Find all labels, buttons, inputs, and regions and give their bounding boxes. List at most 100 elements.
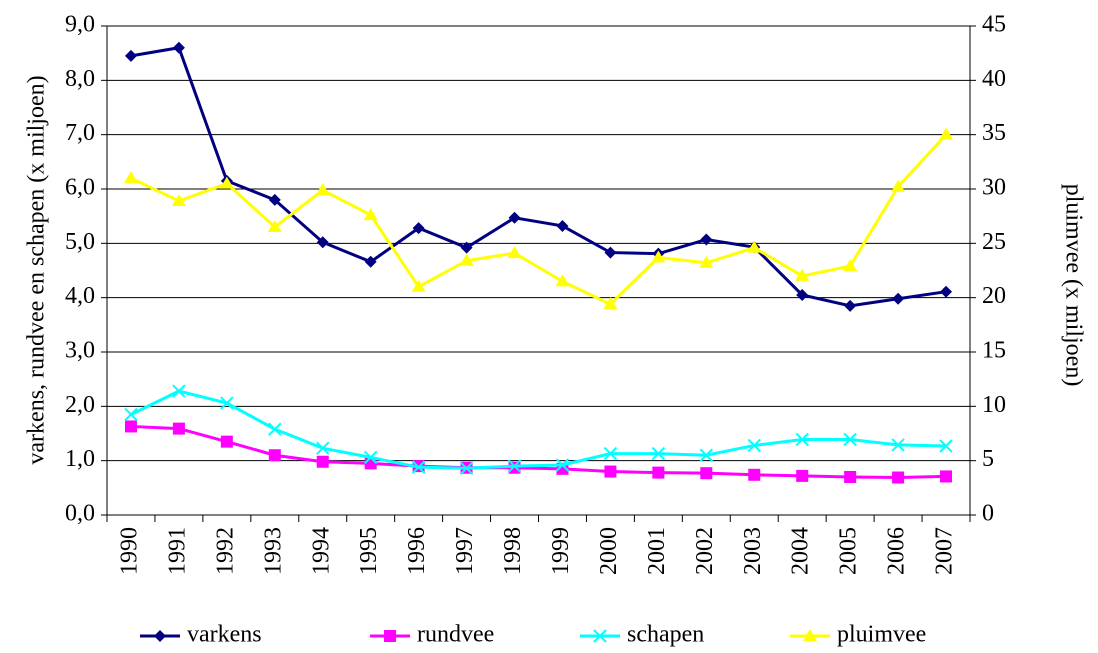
- point: [220, 396, 234, 410]
- point: [748, 468, 761, 481]
- point: [172, 41, 185, 54]
- point: [411, 279, 426, 292]
- point: [316, 455, 329, 468]
- x-tick-label: 2002: [692, 527, 718, 575]
- y2-tick-label: 20: [982, 283, 1006, 309]
- point: [459, 253, 474, 266]
- point: [364, 255, 377, 268]
- series-line: [130, 424, 947, 480]
- point: [892, 471, 905, 484]
- y2-tick-label: 25: [982, 229, 1006, 255]
- point: [507, 459, 522, 473]
- point: [604, 246, 617, 259]
- x-tick-label: 2001: [644, 527, 670, 575]
- point: [268, 422, 282, 436]
- point: [795, 268, 810, 281]
- series-line: [130, 133, 948, 306]
- point: [795, 432, 809, 447]
- y-tick-label: 0,0: [65, 501, 95, 527]
- y-tick-label: 7,0: [65, 120, 95, 146]
- x-tick-label: 2006: [884, 527, 910, 575]
- point: [124, 420, 137, 433]
- point: [124, 407, 138, 422]
- y2-tick-label: 40: [982, 66, 1006, 92]
- point: [892, 292, 905, 305]
- point: [267, 220, 282, 233]
- x-tick-label: 2004: [788, 527, 814, 575]
- x-tick-label: 1994: [308, 527, 334, 575]
- point: [172, 422, 185, 435]
- point: [507, 246, 522, 259]
- point: [316, 441, 330, 455]
- y2-tick-label: 35: [982, 120, 1006, 146]
- point: [700, 467, 713, 480]
- point: [460, 241, 473, 254]
- legend-marker: [384, 630, 396, 642]
- y2-tick-label: 30: [982, 175, 1006, 201]
- y2-axis-label: pluimvee (x miljoen): [1060, 184, 1086, 387]
- point: [651, 250, 666, 263]
- x-tick-label: 1990: [116, 527, 142, 575]
- point: [891, 179, 906, 192]
- x-tick-label: 2005: [836, 527, 862, 575]
- y-tick-label: 8,0: [65, 66, 95, 92]
- series-line: [130, 46, 947, 308]
- y2-tick-label: 15: [982, 338, 1006, 364]
- point: [603, 446, 618, 461]
- y-tick-label: 3,0: [65, 338, 95, 364]
- point: [699, 255, 714, 268]
- x-tick-label: 1996: [404, 527, 430, 575]
- point: [939, 127, 954, 140]
- point: [843, 259, 858, 272]
- point: [363, 450, 378, 465]
- x-tick-label: 2003: [740, 527, 766, 575]
- y-tick-label: 1,0: [65, 446, 95, 472]
- point: [411, 460, 426, 474]
- point: [796, 469, 809, 482]
- point: [508, 211, 521, 224]
- x-tick-label: 1995: [356, 527, 382, 575]
- y2-tick-label: 5: [982, 446, 994, 472]
- point: [124, 49, 137, 62]
- x-tick-label: 2007: [932, 527, 958, 575]
- point: [939, 439, 953, 453]
- point: [268, 193, 281, 206]
- y-tick-label: 4,0: [65, 283, 95, 309]
- x-tick-label: 1998: [500, 527, 526, 575]
- point: [603, 297, 618, 310]
- point: [123, 171, 138, 184]
- point: [220, 435, 233, 448]
- legend-marker: [154, 630, 166, 642]
- point: [940, 285, 953, 298]
- point: [555, 274, 570, 287]
- point: [940, 470, 953, 483]
- point: [747, 438, 761, 453]
- y-axis-label: varkens, rundvee en schapen (x miljoen): [24, 75, 50, 464]
- point: [219, 176, 234, 189]
- point: [747, 240, 762, 253]
- point: [604, 465, 617, 478]
- legend-marker: [803, 629, 817, 641]
- point: [652, 466, 665, 479]
- point: [556, 219, 569, 232]
- y2-tick-label: 10: [982, 392, 1006, 418]
- point: [844, 299, 857, 312]
- point: [796, 288, 809, 301]
- series-line: [130, 389, 947, 470]
- x-tick-label: 1991: [164, 527, 190, 575]
- legend-label: schapen: [627, 622, 704, 648]
- point: [843, 432, 857, 447]
- legend-label: varkens: [187, 622, 262, 648]
- point: [651, 446, 666, 461]
- y-tick-label: 6,0: [65, 175, 95, 201]
- point: [268, 449, 281, 462]
- point: [700, 233, 713, 246]
- point: [172, 384, 186, 398]
- point: [555, 458, 570, 472]
- y2-tick-label: 0: [982, 501, 994, 527]
- x-tick-label: 1992: [212, 527, 238, 575]
- point: [412, 222, 425, 235]
- point: [699, 448, 714, 462]
- x-tick-label: 2000: [596, 527, 622, 575]
- legend-label: rundvee: [417, 622, 494, 648]
